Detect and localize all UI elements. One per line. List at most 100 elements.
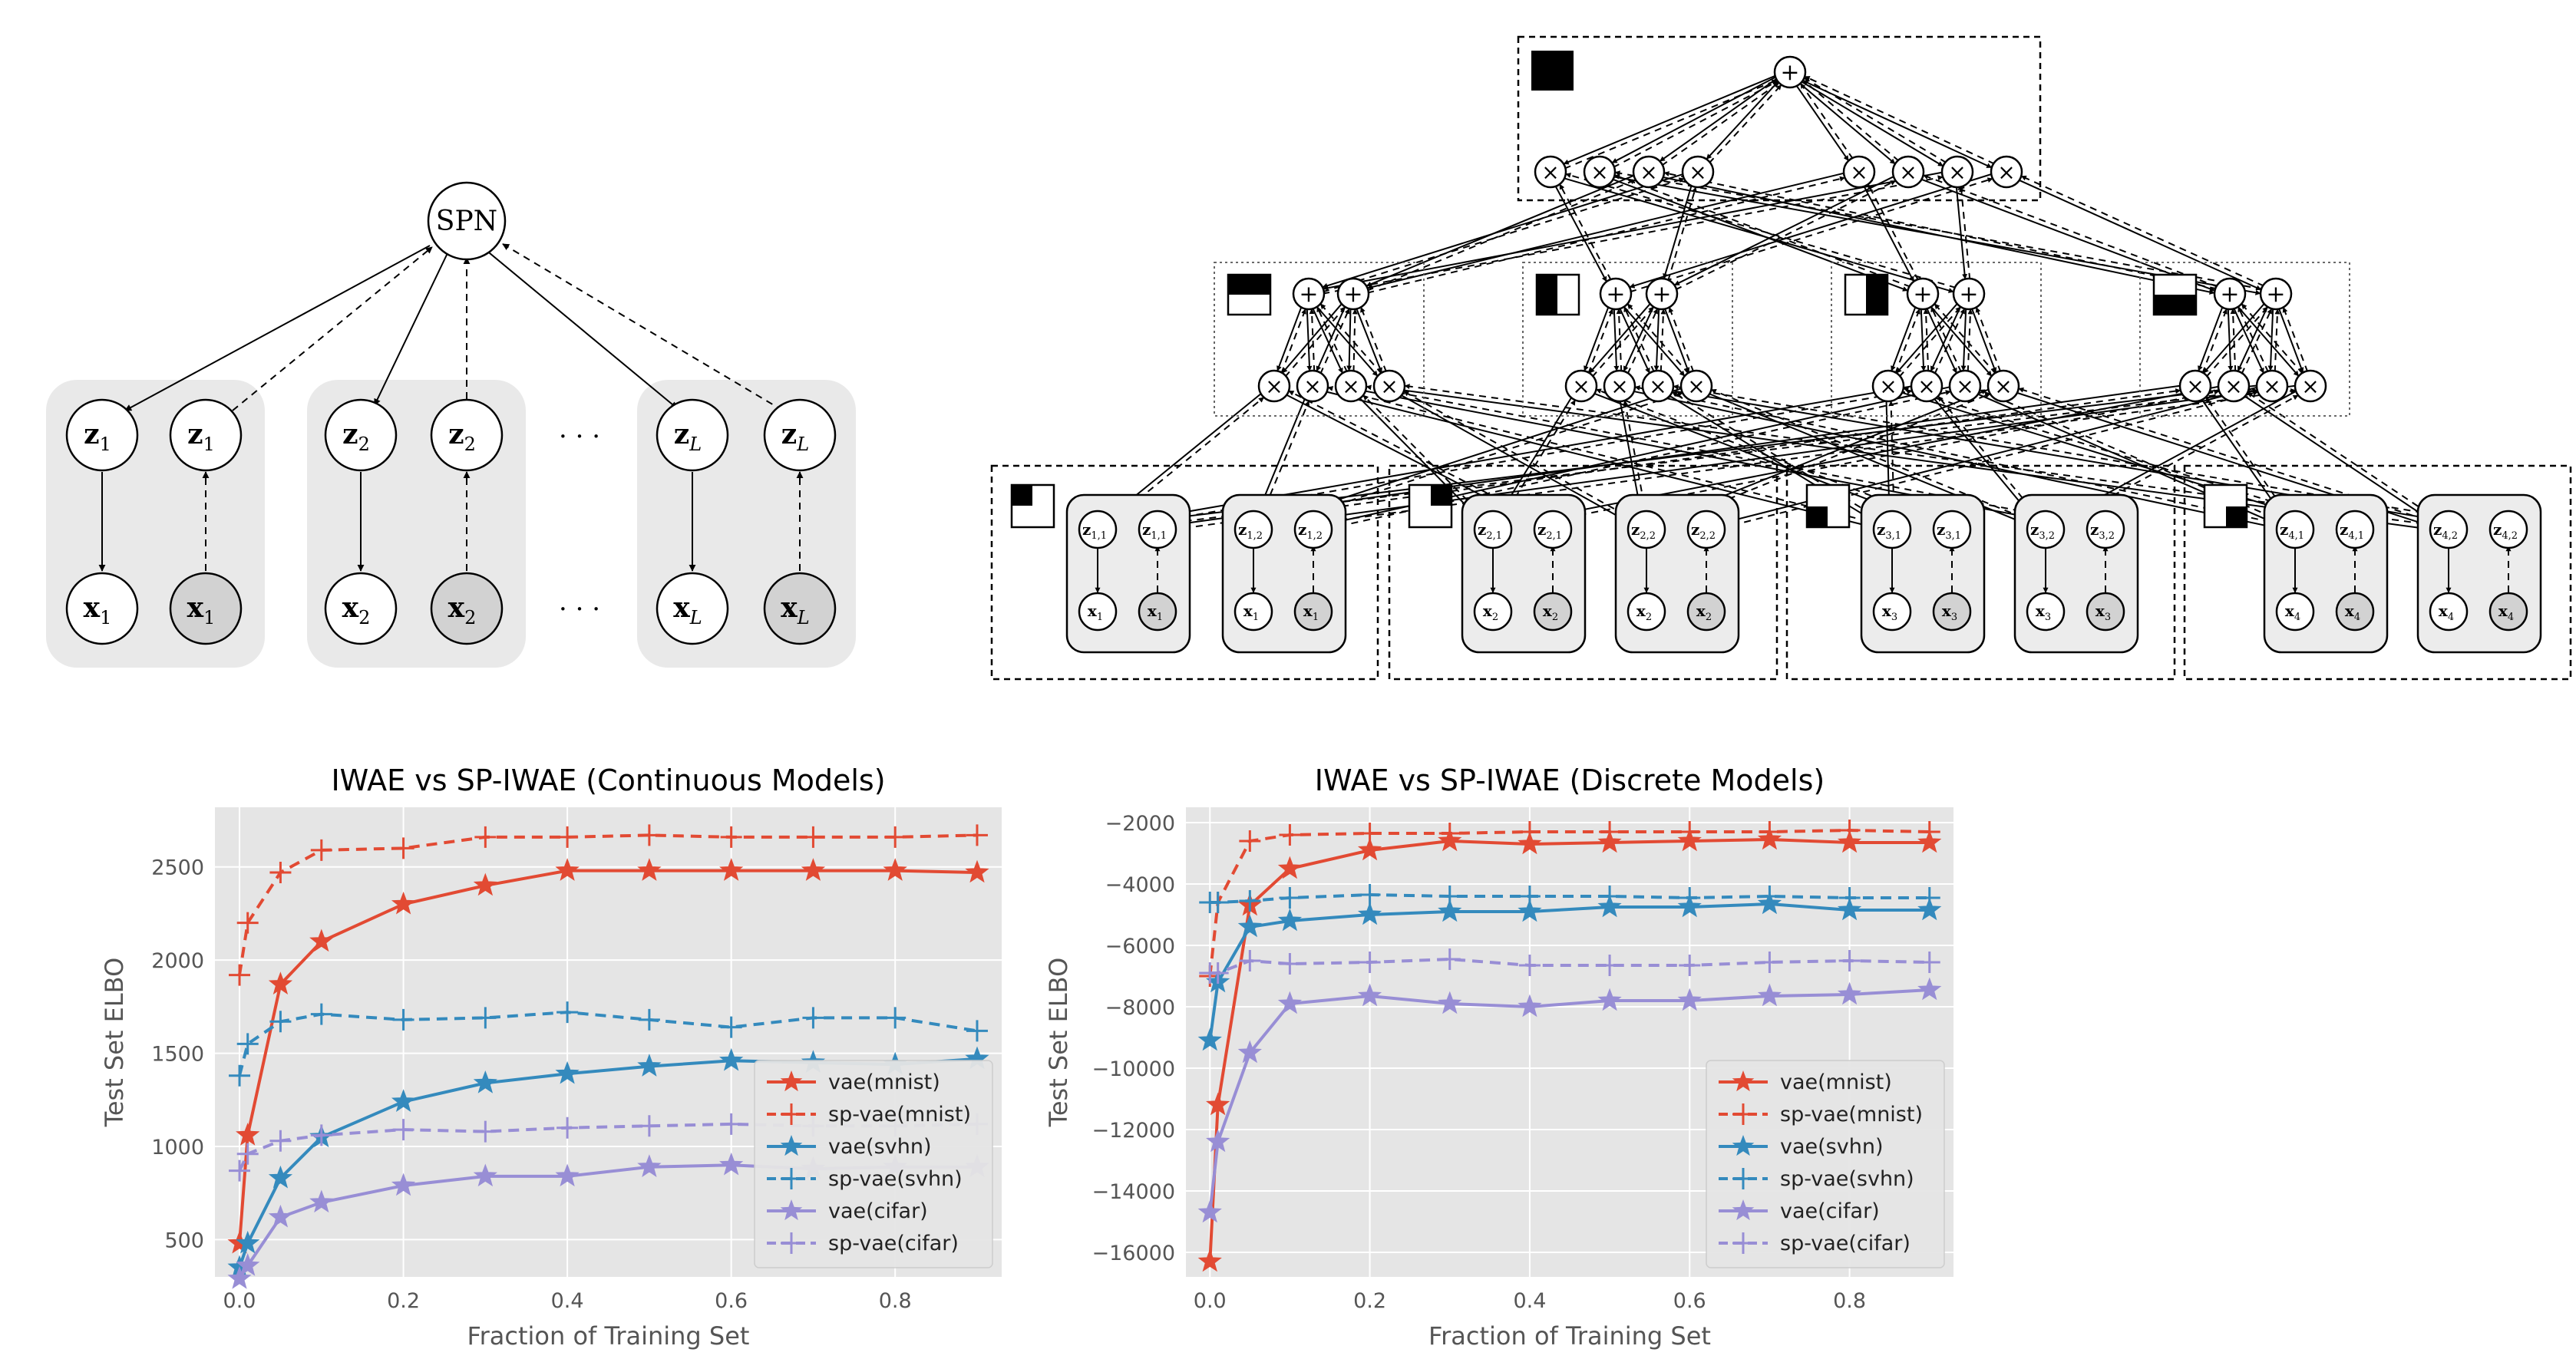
data-point — [1357, 983, 1382, 1007]
series-line — [1208, 902, 1930, 1041]
svg-text:×: × — [1689, 160, 1706, 185]
spn-label: SPN — [436, 206, 497, 237]
leaf-x-node — [2335, 592, 2375, 632]
top-product-node-1: × — [1534, 155, 1567, 189]
leaf-z-node — [2275, 510, 2315, 549]
data-point — [391, 891, 416, 915]
z-label-La: zL — [674, 418, 702, 455]
leaf-z-node — [1138, 510, 1177, 549]
region-product-node-4: × — [1372, 369, 1406, 403]
data-point — [556, 1117, 579, 1139]
data-point — [309, 929, 334, 952]
data-point — [719, 1047, 744, 1071]
svg-text:+: + — [1343, 281, 1362, 308]
x-tick-label: 0.4 — [1513, 1289, 1546, 1313]
data-point — [473, 872, 497, 896]
data-point — [1518, 831, 1542, 855]
root-region-box — [1517, 35, 2042, 202]
svg-text:vae(cifar): vae(cifar) — [1780, 1199, 1880, 1223]
leaf-region-box-3 — [1785, 464, 2176, 681]
region-sum-node-7: + — [2213, 277, 2247, 311]
legend-entry: vae(svhn) — [767, 1135, 931, 1159]
region-box-2 — [1522, 262, 1733, 417]
data-point — [1759, 952, 1781, 973]
z-node-Lb — [763, 398, 837, 472]
data-point — [1917, 897, 1942, 921]
region-product-node-9: × — [1871, 369, 1905, 403]
svg-text:+: + — [2266, 281, 2285, 308]
data-point — [1359, 823, 1381, 844]
data-point — [556, 1001, 579, 1024]
data-point — [236, 1122, 260, 1146]
series-vae(cifar) — [1197, 977, 1942, 1223]
y-tick-label: −6000 — [1105, 935, 1175, 958]
x-tick-label: 0.6 — [1673, 1289, 1706, 1313]
data-point — [1438, 886, 1461, 907]
series-sp-vae(cifar) — [1199, 948, 1940, 984]
leaf-z-node — [1533, 510, 1573, 549]
leaf-z-node — [2335, 510, 2375, 549]
x-label-1a: x1 — [84, 592, 112, 628]
y-tick-label: 2500 — [151, 856, 204, 880]
leaf-x-node — [2275, 592, 2315, 632]
leaf-z-node — [2026, 510, 2066, 549]
svg-text:vae(svhn): vae(svhn) — [828, 1135, 931, 1159]
chart-title: IWAE vs SP-IWAE (Continuous Models) — [331, 764, 885, 797]
data-point — [474, 1007, 497, 1029]
data-point — [236, 1033, 259, 1055]
legend-entry: sp-vae(mnist) — [767, 1103, 971, 1126]
y-axis-label: Test Set ELBO — [1044, 958, 1073, 1128]
data-point — [1679, 887, 1701, 909]
svg-text:sp-vae(mnist): sp-vae(mnist) — [1780, 1103, 1923, 1126]
x-axis-label: Fraction of Training Set — [1428, 1321, 1711, 1351]
data-point — [1759, 886, 1781, 907]
leaf-x-node — [1627, 592, 1666, 632]
region-sum-node-4: + — [1645, 277, 1679, 311]
y-tick-label: −8000 — [1105, 996, 1175, 1020]
x-node-La — [656, 572, 729, 645]
data-point — [1277, 856, 1303, 879]
data-point — [236, 1143, 259, 1165]
data-point — [229, 1064, 251, 1087]
data-point — [1359, 884, 1381, 905]
data-point — [884, 1007, 907, 1029]
data-point — [473, 1163, 497, 1187]
series-line — [1208, 828, 1930, 977]
graphical-model-left: SPN z1 z1 x1 x1 z2 z2 x2 x2 zL zL xL xL … — [46, 181, 856, 668]
x-tick-label: 0.0 — [223, 1289, 256, 1313]
x-node-1b — [169, 572, 243, 645]
leaf-z-node — [1686, 510, 1726, 549]
root-region-glyph — [1531, 51, 1574, 91]
data-point — [638, 1115, 660, 1137]
data-point — [1518, 955, 1541, 976]
svg-text:+: + — [2220, 281, 2239, 308]
data-point — [1918, 952, 1940, 973]
leaf-x-node — [1533, 592, 1573, 632]
data-point — [1838, 820, 1861, 841]
ellipsis-top: · · · — [559, 421, 600, 452]
data-point — [1239, 830, 1261, 852]
spn-architecture-diagram: + × × × × × × × × + + + + + + + + × × × × × × × × × × × × × × × × z1,1x1… — [990, 35, 2572, 681]
region-product-node-15: × — [2255, 369, 2289, 403]
data-point — [1759, 821, 1781, 843]
region-product-node-1: × — [1257, 369, 1291, 403]
x-tick-label: 0.8 — [1833, 1289, 1866, 1313]
svg-text:sp-vae(mnist): sp-vae(mnist) — [828, 1103, 971, 1126]
data-point — [268, 1165, 293, 1189]
region-glyph-2 — [1535, 273, 1580, 316]
leaf-glyph-1 — [1010, 483, 1055, 529]
x-label-1b: x1 — [187, 592, 216, 628]
svg-text:×: × — [2186, 374, 2204, 399]
leaf-z-node — [1293, 510, 1333, 549]
leaf-z-node — [1627, 510, 1666, 549]
svg-text:×: × — [1380, 374, 1398, 399]
svg-text:+: + — [1606, 281, 1625, 308]
legend-entry: vae(svhn) — [1719, 1135, 1883, 1159]
data-point — [1207, 892, 1229, 913]
leaf-x-node — [2429, 592, 2469, 632]
data-point — [1206, 1092, 1230, 1116]
data-point — [229, 964, 251, 986]
